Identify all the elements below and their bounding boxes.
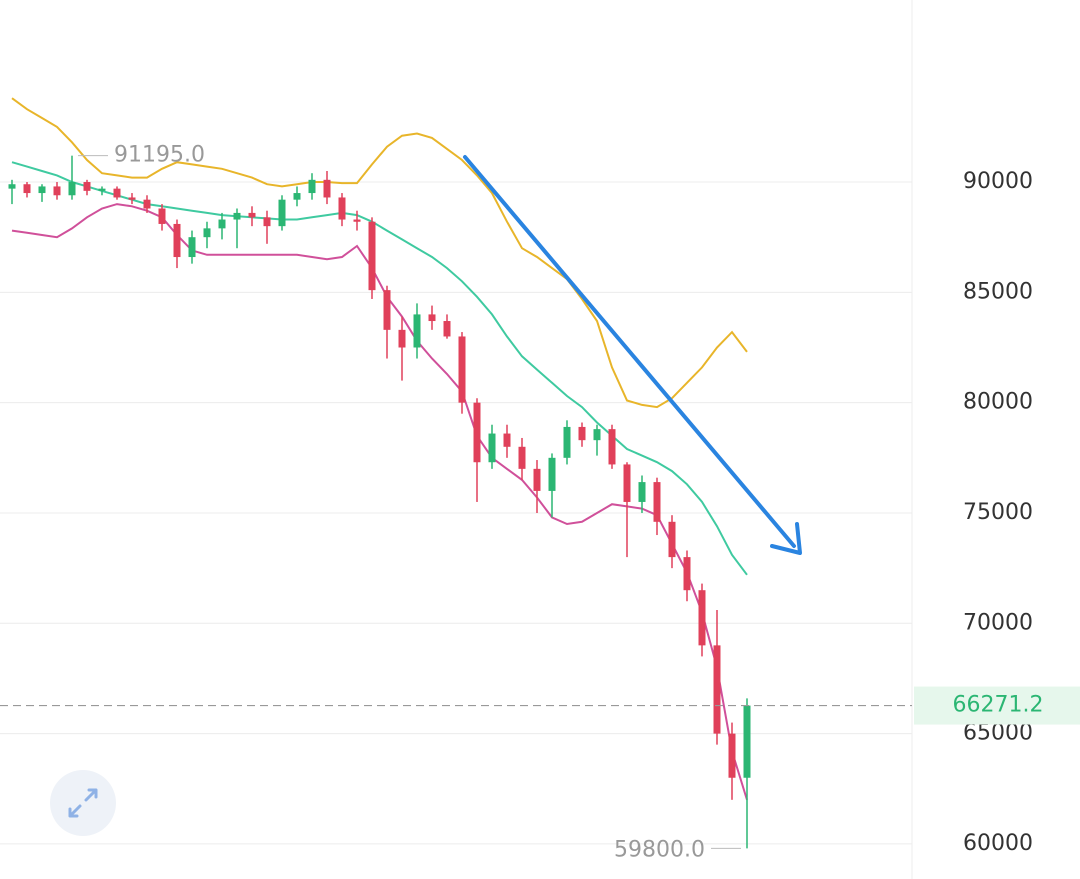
candle-body — [203, 228, 211, 238]
candle-body — [353, 219, 361, 222]
grid: 60000 65000 70000 75000 80000 85000 90000 — [0, 169, 1033, 856]
last-price-label: 66271.2 — [953, 693, 1044, 718]
candle-body — [38, 186, 46, 194]
y-tick-label: 75000 — [963, 500, 1033, 525]
y-tick-label: 85000 — [963, 279, 1033, 304]
band-line — [11, 203, 748, 801]
y-tick-label: 80000 — [963, 390, 1033, 415]
candle-body — [548, 457, 556, 491]
bands — [11, 97, 748, 801]
band-line — [11, 97, 748, 409]
candle-body — [518, 446, 526, 469]
expand-bg[interactable] — [50, 770, 116, 836]
candle-body — [98, 188, 106, 191]
candles — [8, 155, 751, 849]
band-line — [11, 161, 748, 576]
expand-button[interactable] — [50, 770, 116, 836]
candle-body — [623, 464, 631, 502]
candle-body — [728, 733, 736, 778]
y-tick-label: 65000 — [963, 721, 1033, 746]
candle-body — [713, 645, 721, 734]
arrow-shaft — [463, 155, 796, 548]
candle-body — [398, 329, 406, 348]
candle-body — [23, 184, 31, 194]
candle-body — [218, 219, 226, 229]
candle-body — [653, 482, 661, 522]
candle-body — [248, 212, 256, 218]
candle-body — [683, 557, 691, 591]
candle-body — [323, 179, 331, 198]
candle-body — [188, 237, 196, 258]
arrow-head — [770, 522, 802, 555]
candle-body — [113, 188, 121, 198]
candle-body — [593, 429, 601, 441]
candle-body — [698, 590, 706, 646]
candle-body — [503, 433, 511, 447]
candle-body — [488, 433, 496, 463]
candle-body — [173, 223, 181, 258]
trend-arrow — [463, 155, 802, 555]
candle-body — [83, 182, 91, 191]
candle-body — [128, 197, 136, 200]
candle-body — [533, 468, 541, 491]
candle-body — [383, 290, 391, 330]
candle-body — [143, 199, 151, 209]
candle-body — [743, 705, 751, 778]
candle-body — [308, 179, 316, 194]
candle-body — [233, 212, 241, 220]
candle-body — [608, 429, 616, 465]
candle-body — [413, 314, 421, 348]
y-tick-label: 70000 — [963, 610, 1033, 635]
candle-body — [8, 184, 16, 189]
candle-body — [563, 426, 571, 458]
candle-body — [443, 321, 451, 337]
candle-body — [263, 217, 271, 227]
expand-icon[interactable] — [68, 788, 98, 818]
low-marker-label: 59800.0 — [614, 837, 705, 862]
candle-body — [158, 208, 166, 224]
candle-body — [278, 199, 286, 227]
candle-body — [53, 186, 61, 196]
candle-body — [578, 426, 586, 441]
candle-body — [293, 193, 301, 200]
candle-body — [668, 521, 676, 558]
candle-body — [473, 402, 481, 463]
candle-body — [428, 314, 436, 322]
candle-body — [68, 182, 76, 196]
last-price-box — [914, 686, 1080, 725]
y-tick-label: 90000 — [963, 169, 1033, 194]
high-marker-label: 91195.0 — [114, 143, 205, 168]
candle-body — [368, 221, 376, 291]
y-tick-label: 60000 — [963, 831, 1033, 856]
candle-body — [458, 336, 466, 403]
annotations: 91195.0 59800.0 66271.2 — [0, 143, 1080, 862]
candle-body — [638, 482, 646, 502]
candle-body — [338, 197, 346, 220]
